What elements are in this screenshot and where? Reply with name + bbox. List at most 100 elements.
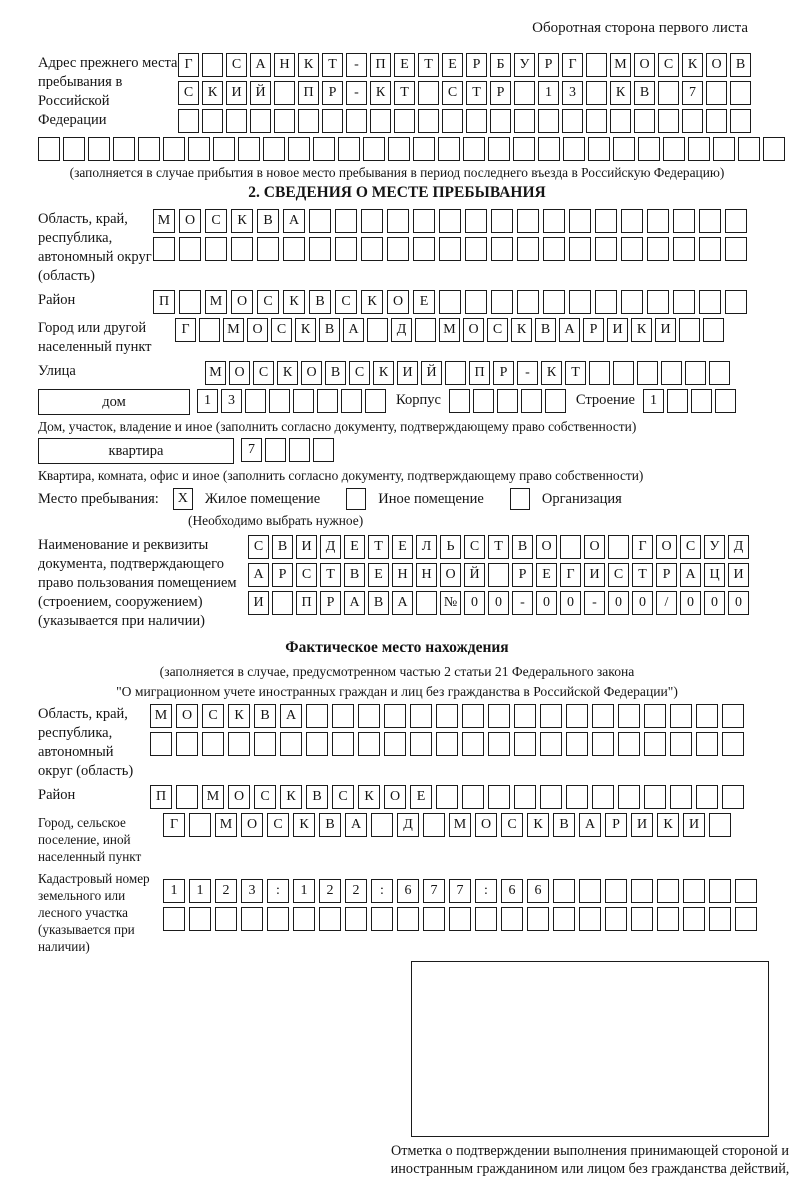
premises-label: Место пребывания: (38, 490, 159, 507)
char-cell: П (153, 290, 175, 314)
char-cell (189, 907, 211, 931)
char-cell: Т (418, 53, 439, 77)
char-cell (763, 137, 785, 161)
char-cell (527, 907, 549, 931)
actual-city-label: Город, сельское поселение, иной населенн… (38, 815, 142, 864)
char-cell (488, 137, 510, 161)
char-cell (363, 137, 385, 161)
char-cell: К (541, 361, 562, 385)
char-cell (553, 907, 575, 931)
char-cell: 0 (680, 591, 701, 615)
char-cell: 2 (345, 879, 367, 903)
char-cell: В (325, 361, 346, 385)
char-cell: Р (320, 591, 341, 615)
char-cell (661, 361, 682, 385)
char-cell: С (608, 563, 629, 587)
char-cell: И (631, 813, 653, 837)
char-cell: А (280, 704, 302, 728)
char-cell (488, 785, 510, 809)
char-cell: П (370, 53, 391, 77)
prev-address-row-4 (38, 137, 785, 161)
char-cell (466, 109, 487, 133)
char-cell (579, 907, 601, 931)
char-cell: 6 (527, 879, 549, 903)
house-caption: Дом, участок, владение и иное (заполнить… (38, 419, 637, 434)
char-cell: О (463, 318, 484, 342)
premises-note: (Необходимо выбрать нужное) (188, 513, 364, 528)
char-cell (514, 732, 536, 756)
char-cell: К (370, 81, 391, 105)
char-cell: / (656, 591, 677, 615)
char-cell (569, 209, 591, 233)
char-cell: К (277, 361, 298, 385)
char-cell: И (584, 563, 605, 587)
char-cell: У (704, 535, 725, 559)
char-cell: И (683, 813, 705, 837)
char-cell: С (442, 81, 463, 105)
char-cell: К (511, 318, 532, 342)
char-cell: М (215, 813, 237, 837)
char-cell: О (656, 535, 677, 559)
char-cell: Т (322, 53, 343, 77)
char-cell: 0 (608, 591, 629, 615)
char-cell: П (298, 81, 319, 105)
char-cell: 7 (241, 438, 262, 462)
char-cell: 3 (562, 81, 583, 105)
char-cell (293, 907, 315, 931)
char-cell: Р (605, 813, 627, 837)
region-row-2 (153, 237, 747, 261)
char-cell: 1 (293, 879, 315, 903)
char-cell: Р (490, 81, 511, 105)
char-cell (371, 907, 393, 931)
char-cell: Й (464, 563, 485, 587)
char-cell: Е (442, 53, 463, 77)
char-cell (415, 318, 436, 342)
char-cell: Р (466, 53, 487, 77)
char-cell (683, 879, 705, 903)
char-cell: Е (413, 290, 435, 314)
char-cell (202, 53, 223, 77)
char-cell (517, 237, 539, 261)
char-cell: 0 (704, 591, 725, 615)
char-cell: 2 (319, 879, 341, 903)
char-cell: 1 (642, 389, 664, 413)
char-cell (673, 290, 695, 314)
char-cell: 2 (215, 879, 237, 903)
char-cell (215, 907, 237, 931)
char-cell: О (228, 785, 250, 809)
char-cell (306, 704, 328, 728)
char-cell: М (205, 361, 226, 385)
char-cell (288, 137, 310, 161)
char-cell (313, 137, 335, 161)
char-cell: С (267, 813, 289, 837)
char-cell (657, 879, 679, 903)
char-cell (592, 704, 614, 728)
char-cell (361, 209, 383, 233)
char-cell: М (153, 209, 175, 233)
char-cell (566, 785, 588, 809)
char-cell: - (517, 361, 538, 385)
char-cell (176, 785, 198, 809)
char-cell (462, 785, 484, 809)
char-cell: - (584, 591, 605, 615)
apartment-type-box: квартира (38, 438, 234, 464)
char-cell (436, 785, 458, 809)
char-cell (566, 732, 588, 756)
char-cell: В (309, 290, 331, 314)
char-cell: Д (320, 535, 341, 559)
char-cell (202, 109, 223, 133)
char-cell (269, 389, 290, 413)
char-cell (514, 81, 535, 105)
char-cell (647, 290, 669, 314)
char-cell: С (349, 361, 370, 385)
char-cell: Т (565, 361, 586, 385)
char-cell (621, 237, 643, 261)
char-cell (38, 137, 60, 161)
char-cell: И (248, 591, 269, 615)
char-cell (439, 209, 461, 233)
char-cell (566, 704, 588, 728)
char-cell (241, 907, 263, 931)
